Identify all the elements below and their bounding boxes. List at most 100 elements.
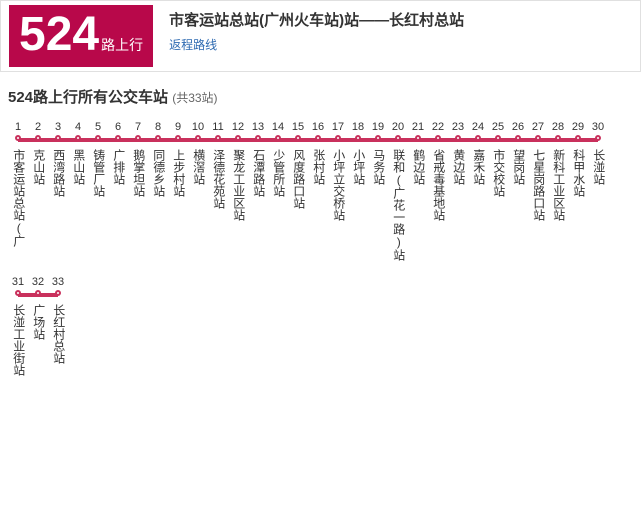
stop-dot — [395, 135, 401, 141]
line-segment — [188, 135, 208, 145]
line-segment — [208, 135, 228, 145]
stop[interactable]: 32 广场站 — [28, 276, 48, 381]
stop-dot — [435, 135, 441, 141]
stop-number: 17 — [328, 121, 348, 133]
stop-number: 3 — [48, 121, 68, 133]
stop-dot — [195, 135, 201, 141]
stop-number: 16 — [308, 121, 328, 133]
line-segment — [408, 135, 428, 145]
stop[interactable]: 20 联和(广花一路)站 — [388, 121, 408, 266]
stop[interactable]: 21 鹤边站 — [408, 121, 428, 266]
stop-dot — [15, 135, 21, 141]
stop-dot — [95, 135, 101, 141]
stop[interactable]: 30 长湴站 — [588, 121, 608, 266]
stop[interactable]: 31 长湴工业街站 — [8, 276, 28, 381]
stop[interactable]: 19 马务站 — [368, 121, 388, 266]
stop-name: 黄边站 — [450, 149, 466, 185]
stop-dot — [515, 135, 521, 141]
stop-dot — [155, 135, 161, 141]
stop-number: 31 — [8, 276, 28, 288]
stop-number: 13 — [248, 121, 268, 133]
line-segment — [88, 135, 108, 145]
stop[interactable]: 16 张村站 — [308, 121, 328, 266]
line-segment — [248, 135, 268, 145]
stop[interactable]: 13 石潭路站 — [248, 121, 268, 266]
stop-dot — [135, 135, 141, 141]
stop-number: 12 — [228, 121, 248, 133]
stop[interactable]: 22 省戒毒基地站 — [428, 121, 448, 266]
stop[interactable]: 12 聚龙工业区站 — [228, 121, 248, 266]
line-segment — [448, 135, 468, 145]
stop-name: 鹅掌坦站 — [130, 149, 146, 197]
stop[interactable]: 25 市交校站 — [488, 121, 508, 266]
stop[interactable]: 9 上步村站 — [168, 121, 188, 266]
stop-dot — [355, 135, 361, 141]
stop-name: 黑山站 — [70, 149, 86, 185]
stop-number: 30 — [588, 121, 608, 133]
stop-number: 14 — [268, 121, 288, 133]
stop-number: 21 — [408, 121, 428, 133]
stop-dot — [55, 135, 61, 141]
line-segment — [568, 135, 588, 145]
stop-name: 省戒毒基地站 — [430, 149, 446, 221]
stop[interactable]: 27 七星岗路口站 — [528, 121, 548, 266]
stop-number: 29 — [568, 121, 588, 133]
stop-number: 8 — [148, 121, 168, 133]
stop-number: 22 — [428, 121, 448, 133]
route-title: 市客运站总站(广州火车站)站——长红村总站 — [169, 9, 464, 30]
stop-number: 4 — [68, 121, 88, 133]
stop[interactable]: 10 横滘站 — [188, 121, 208, 266]
line-segment — [8, 290, 28, 300]
stop-name: 长湴工业街站 — [10, 304, 26, 376]
stop-dot — [455, 135, 461, 141]
stop[interactable]: 2 克山站 — [28, 121, 48, 266]
stop-dot — [595, 135, 601, 141]
stop[interactable]: 24 嘉禾站 — [468, 121, 488, 266]
stop[interactable]: 11 泽德花苑站 — [208, 121, 228, 266]
stop-dot — [335, 135, 341, 141]
stop-name: 科甲水站 — [570, 149, 586, 197]
stop-name: 横滘站 — [190, 149, 206, 185]
stop-number: 18 — [348, 121, 368, 133]
return-route-link[interactable]: 返程路线 — [169, 36, 217, 53]
stop[interactable]: 14 少管所站 — [268, 121, 288, 266]
stop[interactable]: 23 黄边站 — [448, 121, 468, 266]
stop-number: 28 — [548, 121, 568, 133]
line-segment — [528, 135, 548, 145]
stop[interactable]: 33 长红村总站 — [48, 276, 68, 381]
stops-row: 31 长湴工业街站 32 广场站 33 长红村总站 — [8, 276, 633, 381]
stop-name: 风度路口站 — [290, 149, 306, 209]
line-segment — [48, 290, 68, 300]
stop[interactable]: 1 市客运站总站(广 — [8, 121, 28, 266]
stop-dot — [55, 290, 61, 296]
stop-name: 少管所站 — [270, 149, 286, 197]
stop[interactable]: 4 黑山站 — [68, 121, 88, 266]
stop-name: 鹤边站 — [410, 149, 426, 185]
stop[interactable]: 6 广排站 — [108, 121, 128, 266]
line-segment — [508, 135, 528, 145]
stop-name: 小坪站 — [350, 149, 366, 185]
line-segment — [308, 135, 328, 145]
line-segment — [488, 135, 508, 145]
stop[interactable]: 7 鹅掌坦站 — [128, 121, 148, 266]
stop-dot — [215, 135, 221, 141]
stop[interactable]: 17 小坪立交桥站 — [328, 121, 348, 266]
stop-dot — [375, 135, 381, 141]
stop[interactable]: 5 铸管厂站 — [88, 121, 108, 266]
stop[interactable]: 15 风度路口站 — [288, 121, 308, 266]
stop[interactable]: 8 同德乡站 — [148, 121, 168, 266]
stop-name: 同德乡站 — [150, 149, 166, 197]
stop-name: 西湾路站 — [50, 149, 66, 197]
stop[interactable]: 28 新科工业区站 — [548, 121, 568, 266]
stop[interactable]: 26 望岗站 — [508, 121, 528, 266]
line-segment — [288, 135, 308, 145]
stop-name: 张村站 — [310, 149, 326, 185]
stop[interactable]: 3 西湾路站 — [48, 121, 68, 266]
stop[interactable]: 29 科甲水站 — [568, 121, 588, 266]
stop-number: 9 — [168, 121, 188, 133]
stop-number: 24 — [468, 121, 488, 133]
stop-number: 20 — [388, 121, 408, 133]
stop-dot — [255, 135, 261, 141]
stop[interactable]: 18 小坪站 — [348, 121, 368, 266]
stop-name: 铸管厂站 — [90, 149, 106, 197]
